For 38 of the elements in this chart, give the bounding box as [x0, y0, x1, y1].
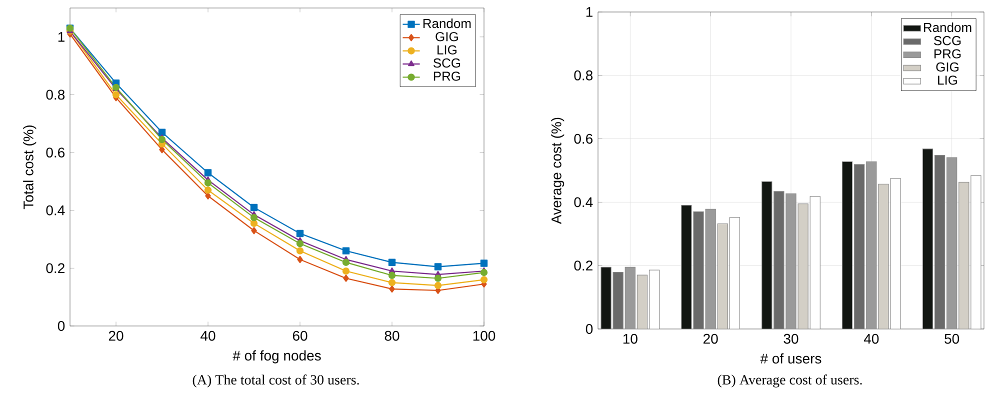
x-tick-label: 10 — [623, 334, 638, 344]
x-tick-label: 50 — [944, 334, 960, 344]
text: (B) Average cost of users. — [718, 374, 862, 388]
y-tick-label: 0.4 — [574, 197, 593, 208]
y-tick-label: 0.2 — [574, 260, 592, 271]
legend-label: Random — [924, 22, 972, 32]
legend-label: GIG — [436, 32, 458, 42]
y-tick-label: 0 — [586, 324, 593, 334]
y-tick-label: 0.2 — [46, 263, 64, 274]
x-tick-label: 20 — [704, 334, 718, 344]
y-tick-label: 0.4 — [46, 205, 65, 216]
legend-label: PRG — [434, 72, 460, 81]
x-axis-title: # of users — [760, 353, 822, 364]
y-tick-label: 0.6 — [574, 134, 593, 144]
y-axis-title: Total cost (%) — [23, 125, 36, 210]
text: (A) The total cost of 30 users. — [192, 374, 359, 388]
x-tick-label: 20 — [108, 330, 124, 341]
y-tick-label: 0.8 — [574, 70, 593, 80]
legend-label: LIG — [438, 45, 456, 54]
y-tick-label: 0.6 — [46, 148, 65, 158]
x-tick-label: 80 — [384, 330, 400, 341]
y-tick-label: 1 — [586, 7, 592, 17]
x-tick-label: 40 — [200, 330, 216, 341]
legend-label: PRG — [934, 49, 961, 58]
x-tick-label: 100 — [473, 330, 496, 341]
x-tick-label: 30 — [784, 334, 798, 344]
y-tick-label: 1 — [58, 32, 64, 42]
legend-label: LIG — [938, 76, 958, 85]
y-tick-label: 0 — [58, 321, 65, 331]
x-axis-title: # of fog nodes — [232, 350, 321, 364]
legend-label: Random — [423, 18, 471, 28]
y-axis-title: Average cost (%) — [551, 118, 564, 224]
x-tick-label: 60 — [292, 330, 308, 341]
x-tick-label: 40 — [864, 334, 879, 344]
y-tick-label: 0.8 — [46, 90, 65, 100]
legend-label: SCG — [934, 36, 961, 46]
legend-label: GIG — [936, 62, 958, 72]
legend-label: SCG — [433, 58, 460, 68]
